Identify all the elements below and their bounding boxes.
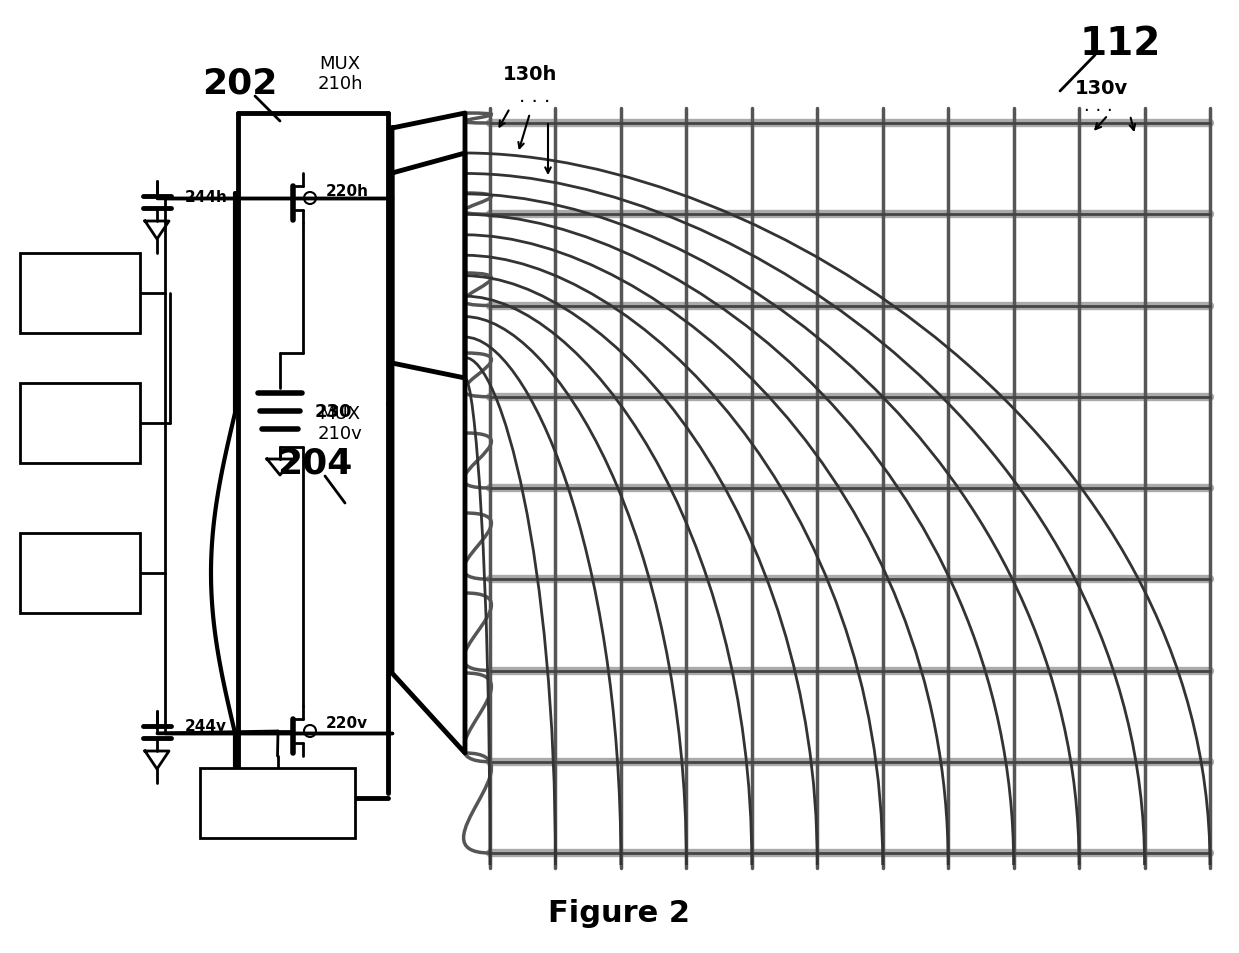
Text: 130v: 130v xyxy=(1074,79,1127,98)
Bar xyxy=(199,768,356,838)
Text: Figure 2: Figure 2 xyxy=(548,899,690,927)
Text: 112: 112 xyxy=(1079,25,1161,63)
Polygon shape xyxy=(392,113,465,753)
Text: Controller
250: Controller 250 xyxy=(237,783,318,822)
Text: 220h: 220h xyxy=(326,183,369,198)
Bar xyxy=(20,253,140,334)
Text: MUX
210h: MUX 210h xyxy=(317,54,363,93)
Text: ADC
240v: ADC 240v xyxy=(57,554,103,593)
Text: 244v: 244v xyxy=(185,719,227,734)
Bar xyxy=(20,534,140,614)
Text: 230: 230 xyxy=(315,402,353,420)
Text: ADC
240h: ADC 240h xyxy=(57,274,103,314)
Text: MUX
210v: MUX 210v xyxy=(317,404,362,443)
Text: 244h: 244h xyxy=(185,190,228,204)
Text: 130h: 130h xyxy=(503,65,558,84)
Text: 202: 202 xyxy=(202,67,278,101)
Text: . . .: . . . xyxy=(519,87,550,106)
Text: 220v: 220v xyxy=(326,716,368,731)
Text: 204: 204 xyxy=(278,447,353,480)
Bar xyxy=(20,384,140,463)
Polygon shape xyxy=(392,153,465,378)
Text: Monitor
260: Monitor 260 xyxy=(46,404,114,443)
Text: . . .: . . . xyxy=(1084,97,1113,115)
